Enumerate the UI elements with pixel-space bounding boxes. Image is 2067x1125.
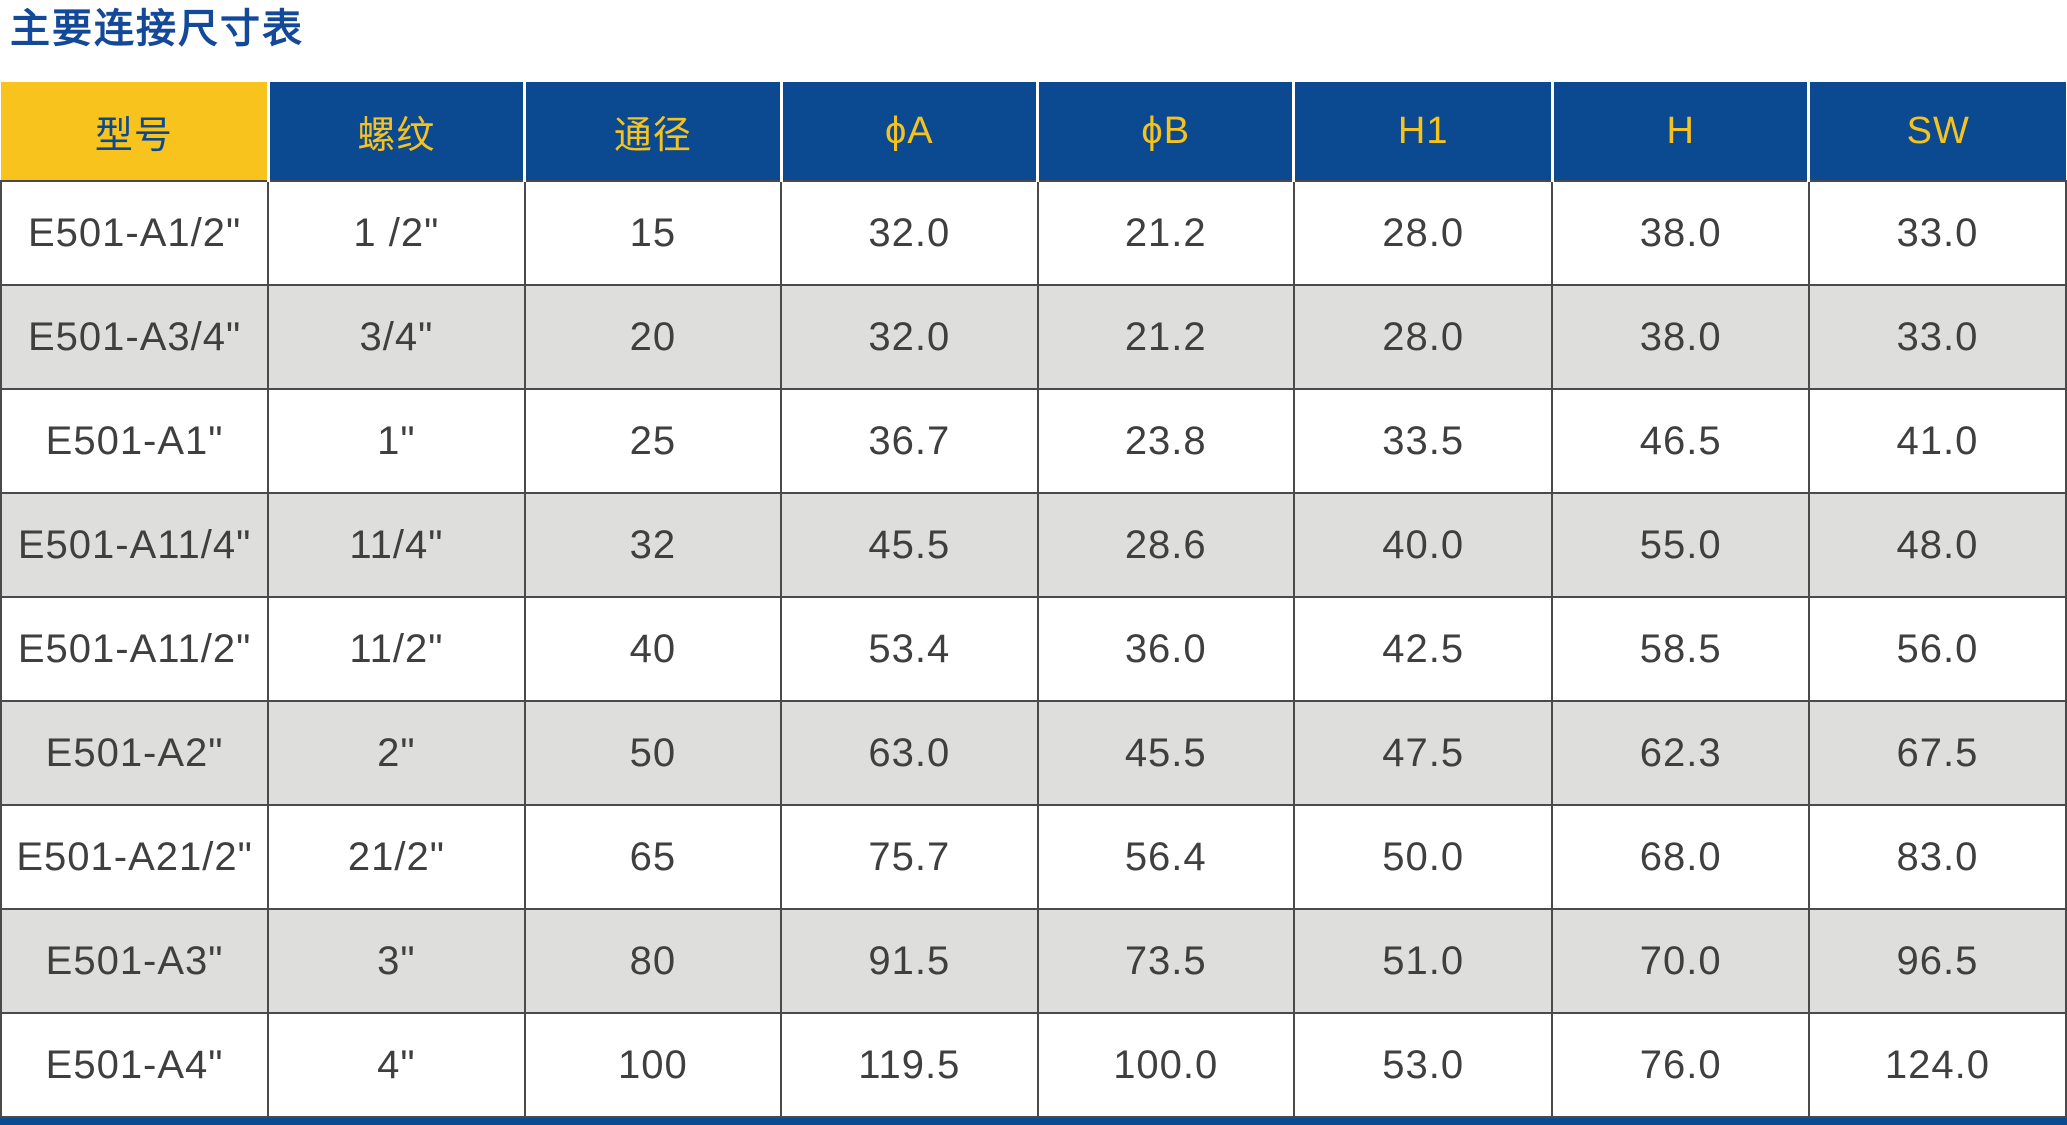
cell-h: 62.3 (1551, 700, 1810, 806)
cell-thread: 11/2" (267, 596, 526, 702)
cell-dn: 100 (523, 1012, 783, 1118)
cell-model: E501-A21/2" (0, 804, 270, 910)
cell-phi_b: 100.0 (1036, 1012, 1295, 1118)
cell-phi_a: 53.4 (780, 596, 1039, 702)
cell-h1: 47.5 (1292, 700, 1554, 806)
cell-thread: 1 /2" (267, 180, 526, 286)
cell-model: E501-A4" (0, 1012, 270, 1118)
page-title: 主要连接尺寸表 (10, 7, 304, 51)
table-row: E501-A3" 3" 80 91.5 73.5 51.0 70.0 96.5 (0, 908, 2067, 1014)
cell-sw: 48.0 (1807, 492, 2067, 598)
cell-model: E501-A2" (0, 700, 270, 806)
cell-h1: 50.0 (1292, 804, 1554, 910)
cell-h1: 28.0 (1292, 180, 1554, 286)
cell-h: 55.0 (1551, 492, 1810, 598)
cell-phi_b: 21.2 (1036, 284, 1295, 390)
cell-phi_a: 63.0 (780, 700, 1039, 806)
cell-model: E501-A11/4" (0, 492, 270, 598)
table-bottom-accent-bar (0, 1118, 2067, 1125)
column-header-sw: SW (1808, 82, 2066, 181)
table-row: E501-A3/4" 3/4" 20 32.0 21.2 28.0 38.0 33.0 (0, 284, 2067, 390)
table-row: E501-A1/2" 1 /2" 15 32.0 21.2 28.0 38.0 33.0 (0, 180, 2067, 286)
cell-phi_a: 32.0 (780, 284, 1039, 390)
cell-sw: 96.5 (1807, 908, 2067, 1014)
column-header-dn: 通径 (524, 82, 783, 181)
cell-phi_b: 28.6 (1036, 492, 1295, 598)
cell-dn: 20 (523, 284, 783, 390)
table-row: E501-A1" 1" 25 36.7 23.8 33.5 46.5 41.0 (0, 388, 2067, 494)
cell-thread: 3/4" (267, 284, 526, 390)
cell-dn: 25 (523, 388, 783, 494)
cell-thread: 21/2" (267, 804, 526, 910)
cell-model: E501-A1/2" (0, 180, 270, 286)
cell-dn: 40 (523, 596, 783, 702)
cell-sw: 33.0 (1807, 284, 2067, 390)
column-header-thread: 螺纹 (268, 82, 527, 181)
cell-h1: 28.0 (1292, 284, 1554, 390)
column-header-h: H (1552, 82, 1811, 181)
cell-h: 38.0 (1551, 284, 1810, 390)
cell-thread: 1" (267, 388, 526, 494)
cell-thread: 4" (267, 1012, 526, 1118)
column-header-phi_a: ϕA (781, 82, 1040, 181)
cell-phi_a: 119.5 (780, 1012, 1039, 1118)
cell-sw: 41.0 (1807, 388, 2067, 494)
cell-h: 46.5 (1551, 388, 1810, 494)
cell-phi_b: 21.2 (1036, 180, 1295, 286)
cell-model: E501-A3" (0, 908, 270, 1014)
cell-h: 58.5 (1551, 596, 1810, 702)
header-row: 型号 螺纹 通径 ϕA ϕB H1 H SW (1, 82, 2066, 181)
cell-h: 76.0 (1551, 1012, 1810, 1118)
cell-phi_a: 45.5 (780, 492, 1039, 598)
cell-phi_a: 75.7 (780, 804, 1039, 910)
cell-dn: 15 (523, 180, 783, 286)
table-header: 型号 螺纹 通径 ϕA ϕB H1 H SW (1, 82, 2066, 181)
cell-phi_a: 36.7 (780, 388, 1039, 494)
cell-sw: 124.0 (1807, 1012, 2067, 1118)
cell-model: E501-A11/2" (0, 596, 270, 702)
table-row: E501-A11/2" 11/2" 40 53.4 36.0 42.5 58.5 56.0 (0, 596, 2067, 702)
cell-sw: 83.0 (1807, 804, 2067, 910)
cell-phi_b: 73.5 (1036, 908, 1295, 1014)
table-body: E501-A1/2" 1 /2" 15 32.0 21.2 28.0 38.0 33.0 E50… (0, 180, 2067, 1118)
column-header-model: 型号 (1, 82, 270, 181)
catalog-page: 主要连接尺寸表 型号 螺纹 通径 ϕA ϕB H1 H SW E501-A1/2" 1 /2" 1… (0, 6, 2067, 1125)
cell-model: E501-A1" (0, 388, 270, 494)
cell-dn: 32 (523, 492, 783, 598)
cell-phi_b: 45.5 (1036, 700, 1295, 806)
table-row: E501-A21/2" 21/2" 65 75.7 56.4 50.0 68.0 83.0 (0, 804, 2067, 910)
connection-dimensions-table: 型号 螺纹 通径 ϕA ϕB H1 H SW E501-A1/2" 1 /2" 15 32.0 21.… (0, 82, 2067, 1118)
cell-thread: 3" (267, 908, 526, 1014)
cell-h1: 53.0 (1292, 1012, 1554, 1118)
cell-h1: 33.5 (1292, 388, 1554, 494)
cell-h: 70.0 (1551, 908, 1810, 1014)
cell-h: 68.0 (1551, 804, 1810, 910)
column-header-phi_b: ϕB (1037, 82, 1296, 181)
cell-h1: 42.5 (1292, 596, 1554, 702)
table-row: E501-A4" 4" 100 119.5 100.0 53.0 76.0 124.0 (0, 1012, 2067, 1118)
cell-sw: 67.5 (1807, 700, 2067, 806)
cell-phi_a: 91.5 (780, 908, 1039, 1014)
column-header-h1: H1 (1293, 82, 1554, 181)
cell-dn: 80 (523, 908, 783, 1014)
cell-h: 38.0 (1551, 180, 1810, 286)
cell-h1: 40.0 (1292, 492, 1554, 598)
table-row: E501-A11/4" 11/4" 32 45.5 28.6 40.0 55.0 48.0 (0, 492, 2067, 598)
cell-h1: 51.0 (1292, 908, 1554, 1014)
cell-sw: 33.0 (1807, 180, 2067, 286)
cell-thread: 2" (267, 700, 526, 806)
cell-phi_b: 36.0 (1036, 596, 1295, 702)
cell-phi_b: 56.4 (1036, 804, 1295, 910)
cell-sw: 56.0 (1807, 596, 2067, 702)
cell-dn: 50 (523, 700, 783, 806)
table-row: E501-A2" 2" 50 63.0 45.5 47.5 62.3 67.5 (0, 700, 2067, 806)
cell-dn: 65 (523, 804, 783, 910)
cell-phi_a: 32.0 (780, 180, 1039, 286)
cell-model: E501-A3/4" (0, 284, 270, 390)
cell-thread: 11/4" (267, 492, 526, 598)
cell-phi_b: 23.8 (1036, 388, 1295, 494)
